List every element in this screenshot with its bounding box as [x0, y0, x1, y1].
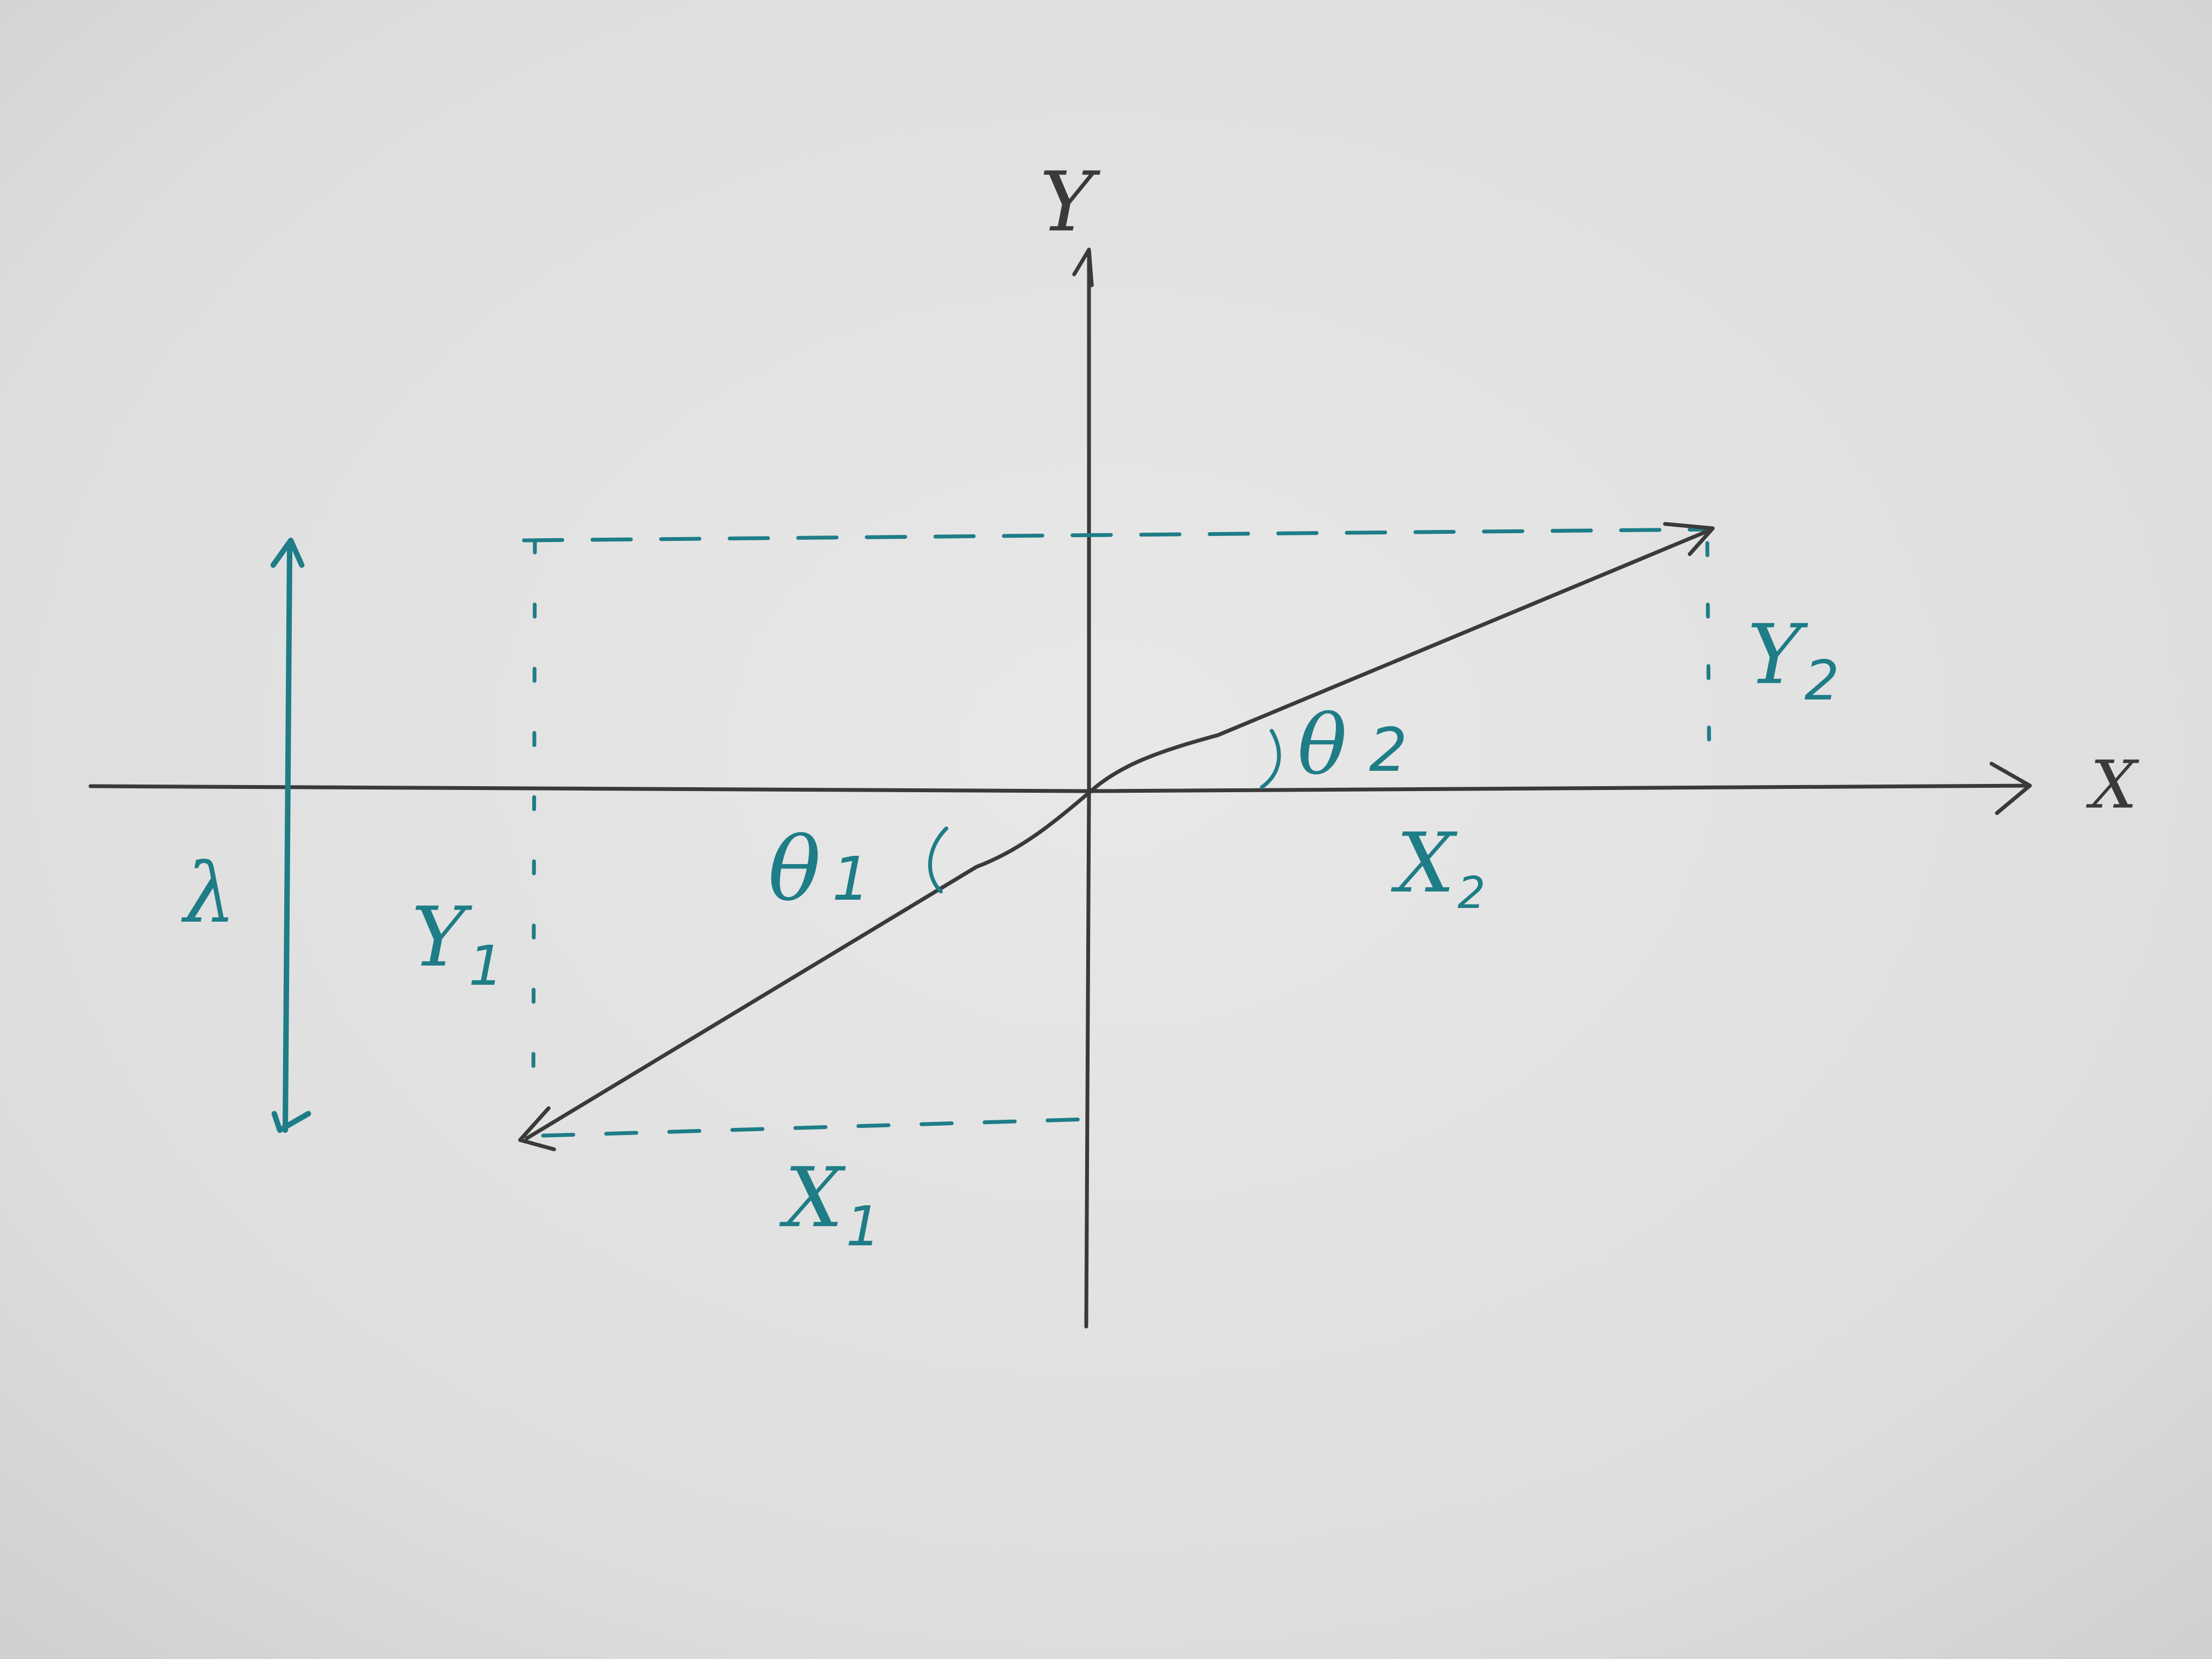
- lambda-bar-top-arrowhead: [270, 538, 304, 568]
- theta-2-subscript: 2: [1369, 715, 1407, 785]
- theta-1-arc: [928, 826, 949, 894]
- y-axis-label: Y: [1040, 155, 1101, 250]
- y1-subscript: 1: [469, 934, 504, 998]
- x1-label: X1: [779, 1150, 881, 1259]
- y-axis-line: [1084, 247, 1091, 1329]
- x-axis-line: [88, 783, 2032, 793]
- x-axis-label: X: [2086, 747, 2140, 823]
- theta-1-subscript: 1: [832, 844, 870, 914]
- top-dashed-guide: [522, 527, 1714, 543]
- theta-2-arc: [1260, 729, 1281, 789]
- lambda-scale-bar: [270, 538, 311, 1133]
- vectors-group: [518, 522, 1715, 1152]
- vector-2-line: [1087, 527, 1714, 795]
- lambda-label: λ: [181, 846, 236, 941]
- x2-label: X2: [1391, 816, 1486, 918]
- vector-1-line: [524, 791, 1091, 1141]
- y2-subscript: 2: [1804, 648, 1839, 713]
- vector-2-arrowhead: [1663, 522, 1715, 556]
- lambda-bar-bottom-arrowhead: [272, 1111, 311, 1133]
- lambda-bar-line: [283, 543, 292, 1133]
- x2-subscript: 2: [1458, 867, 1486, 918]
- bottom-dashed-guide: [541, 1117, 1091, 1138]
- projection-guides: [522, 527, 1714, 1138]
- y-axis-arrowhead: [1072, 247, 1094, 287]
- axes-group: [88, 247, 2032, 1329]
- x1-subscript: 1: [846, 1194, 881, 1259]
- y1-label: Y1: [411, 890, 504, 998]
- vector-1-arrowhead: [518, 1106, 556, 1152]
- x-axis-arrowhead: [1989, 761, 2032, 815]
- y2-label: Y2: [1747, 607, 1839, 713]
